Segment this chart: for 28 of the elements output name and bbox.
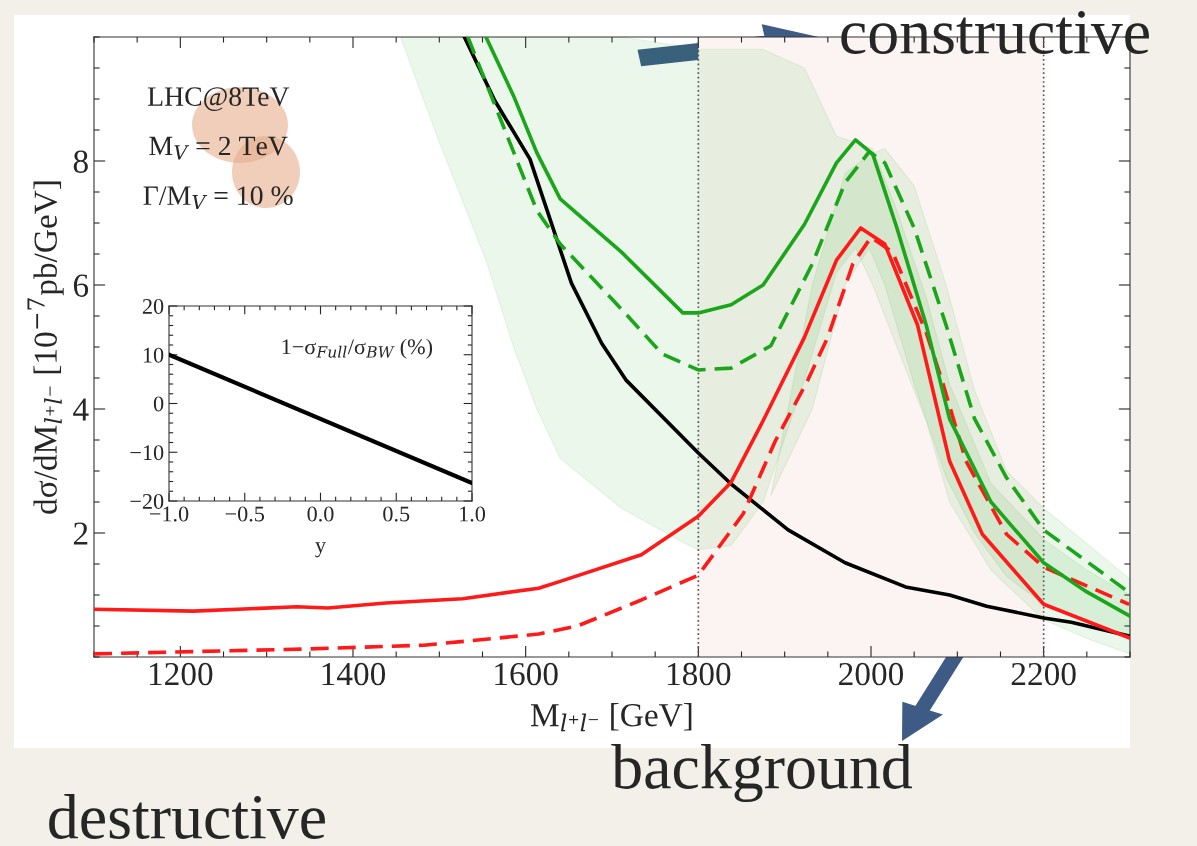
y-tick-label: 10 bbox=[143, 347, 164, 363]
x-tick-label: 1600 bbox=[495, 662, 558, 686]
x-tick-label: 1800 bbox=[667, 662, 731, 686]
text: destructive bbox=[49, 794, 325, 839]
annotation: M$_{V}$ = 2 TeV bbox=[149, 136, 288, 160]
y-tick-label: −10 bbox=[130, 445, 164, 461]
x-axis-title: y bbox=[315, 542, 326, 558]
x-tick-label: 2000 bbox=[839, 662, 904, 686]
y-tick-label: 4 bbox=[73, 398, 89, 421]
annotation: 1−σ$_{Full}$/σ$_{BW}$ (%) bbox=[282, 338, 433, 359]
y-axis-title: dσ/dM$_{l⁺l⁻}$ [10$^{−7}$pb/GeV] bbox=[27, 181, 64, 514]
y-tick-label: 8 bbox=[73, 150, 88, 173]
x-tick-label: 1200 bbox=[149, 662, 213, 686]
annotation: constructive bbox=[841, 11, 1149, 54]
x-tick-label: 1400 bbox=[322, 662, 386, 686]
y-tick-label: 6 bbox=[73, 274, 89, 297]
x-tick-label: 0.0 bbox=[307, 506, 334, 522]
annotation: Γ/M$_{V}$ = 10 % bbox=[143, 186, 293, 210]
x-tick-label: 2200 bbox=[1011, 662, 1076, 686]
annotation: LHC@8TeV bbox=[147, 87, 290, 111]
x-axis-title: M$_{l⁺l⁻}$ [GeV] bbox=[530, 703, 692, 732]
x-tick-label: −0.5 bbox=[225, 506, 265, 522]
x-tick-label: 1.0 bbox=[460, 506, 486, 522]
x-tick-label: 0.5 bbox=[383, 506, 410, 522]
y-tick-label: 0 bbox=[153, 396, 164, 412]
y-tick-label: 2 bbox=[73, 522, 88, 545]
y-tick-label: 20 bbox=[142, 298, 164, 314]
annotation: background bbox=[611, 743, 913, 803]
